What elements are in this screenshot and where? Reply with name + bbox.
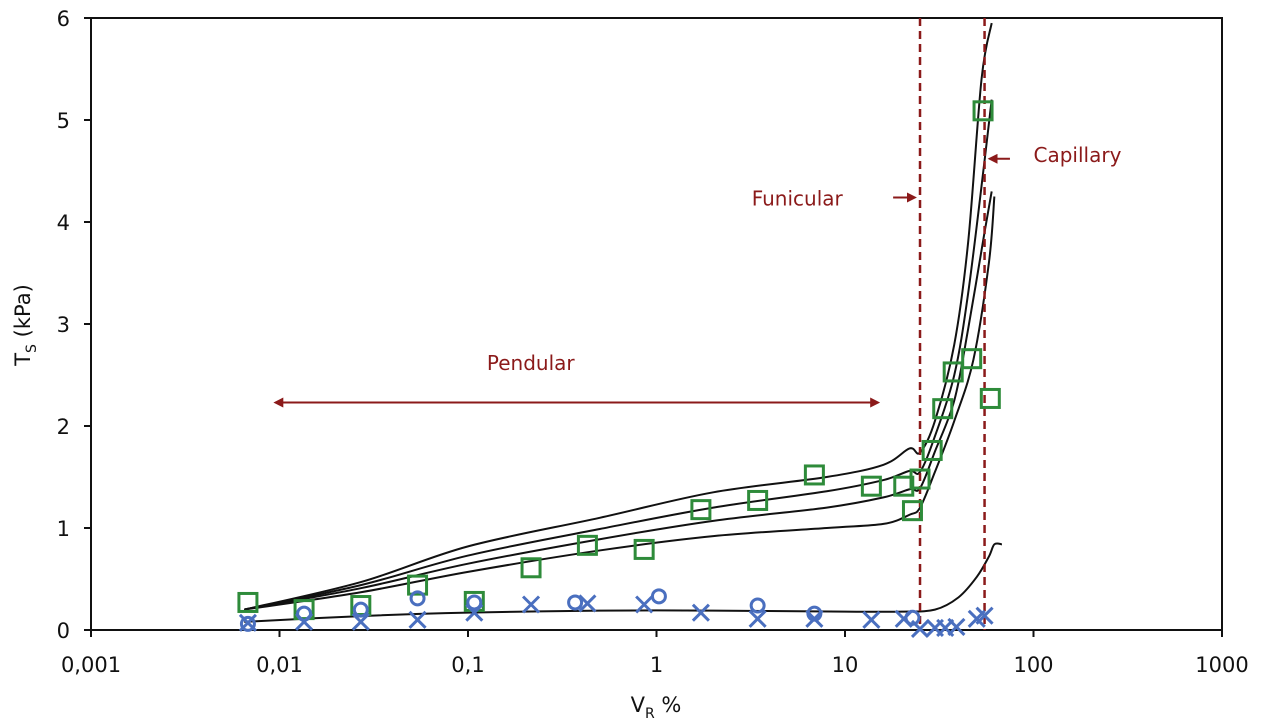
circle-point-5 (466, 594, 483, 611)
x-point-13 (894, 609, 913, 628)
data-points (237, 100, 1001, 639)
square-point-17 (932, 398, 954, 420)
circle-point-4 (409, 590, 426, 607)
regime-boundaries (918, 18, 986, 630)
y-tick-label: 1 (57, 517, 70, 541)
square-point-11 (803, 464, 825, 486)
square-point-10 (747, 489, 769, 511)
y-axis-title: TS (kPa) (11, 284, 40, 367)
circle-point-6 (567, 594, 584, 611)
x-point-10 (748, 609, 767, 628)
square-point-9 (690, 499, 712, 521)
x-point-4 (408, 610, 427, 629)
x-tick-label: 0,1 (451, 653, 484, 677)
square-point-18 (942, 361, 964, 383)
fit-curve-5 (244, 542, 1003, 623)
y-axis-ticks: 0 1 2 3 4 5 6 (57, 7, 91, 643)
fit-curve-3 (244, 191, 993, 611)
annotation-funicular: Funicular (752, 187, 844, 211)
x-tick-label: 10 (832, 653, 859, 677)
x-tick-label: 0,01 (256, 653, 303, 677)
x-point-1 (238, 613, 257, 632)
square-point-4 (407, 574, 429, 596)
x-tick-label: 1 (650, 653, 663, 677)
y-tick-label: 4 (57, 211, 70, 235)
x-tick-label: 100 (1013, 653, 1053, 677)
x-point-9 (691, 603, 710, 622)
x-point-17 (947, 617, 966, 637)
annotations: Pendular Funicular Capillary (487, 143, 1122, 375)
y-tick-label: 3 (57, 313, 70, 337)
fit-curve-2 (244, 99, 993, 611)
x-point-14 (910, 619, 930, 639)
annotation-arrows (273, 153, 1010, 408)
square-point-13 (893, 475, 915, 497)
square-point-3 (350, 595, 372, 617)
circle-point-3 (352, 601, 369, 618)
x-tick-label: 0,001 (61, 653, 121, 677)
square-point-2 (293, 599, 315, 621)
y-tick-label: 0 (57, 619, 70, 643)
circle-point-1 (239, 615, 256, 632)
x-point-3 (351, 612, 370, 631)
square-point-12 (860, 475, 882, 497)
x-point-19 (975, 606, 994, 625)
square-point-1 (237, 591, 259, 613)
x-tick-label: 1000 (1195, 653, 1248, 677)
square-point-19 (961, 348, 983, 370)
square-point-15 (909, 468, 931, 490)
y-tick-label: 6 (57, 7, 70, 31)
x-point-5 (465, 603, 484, 622)
annotation-capillary: Capillary (1034, 143, 1122, 167)
square-point-20 (972, 100, 994, 122)
circle-point-7 (650, 588, 667, 605)
x-point-11 (805, 609, 824, 628)
fit-curves (244, 22, 1003, 623)
annotation-pendular: Pendular (487, 351, 576, 375)
x-point-12 (862, 610, 881, 629)
x-axis-ticks: 0,001 0,01 0,1 1 10 100 1000 (61, 630, 1249, 677)
fit-curve-1 (244, 22, 993, 611)
circle-point-8 (749, 597, 766, 614)
square-point-6 (520, 557, 542, 579)
x-point-7 (578, 594, 597, 613)
square-point-21 (979, 387, 1001, 409)
square-point-16 (921, 439, 943, 461)
x-point-8 (635, 595, 654, 614)
square-point-8 (633, 538, 655, 560)
square-point-7 (576, 534, 598, 556)
x-axis-title: VR % (631, 693, 682, 719)
y-tick-label: 2 (57, 415, 70, 439)
x-point-6 (521, 595, 541, 614)
y-tick-label: 5 (57, 109, 70, 133)
square-point-14 (901, 500, 923, 522)
plot-area (90, 17, 1223, 631)
x-point-2 (295, 612, 314, 631)
